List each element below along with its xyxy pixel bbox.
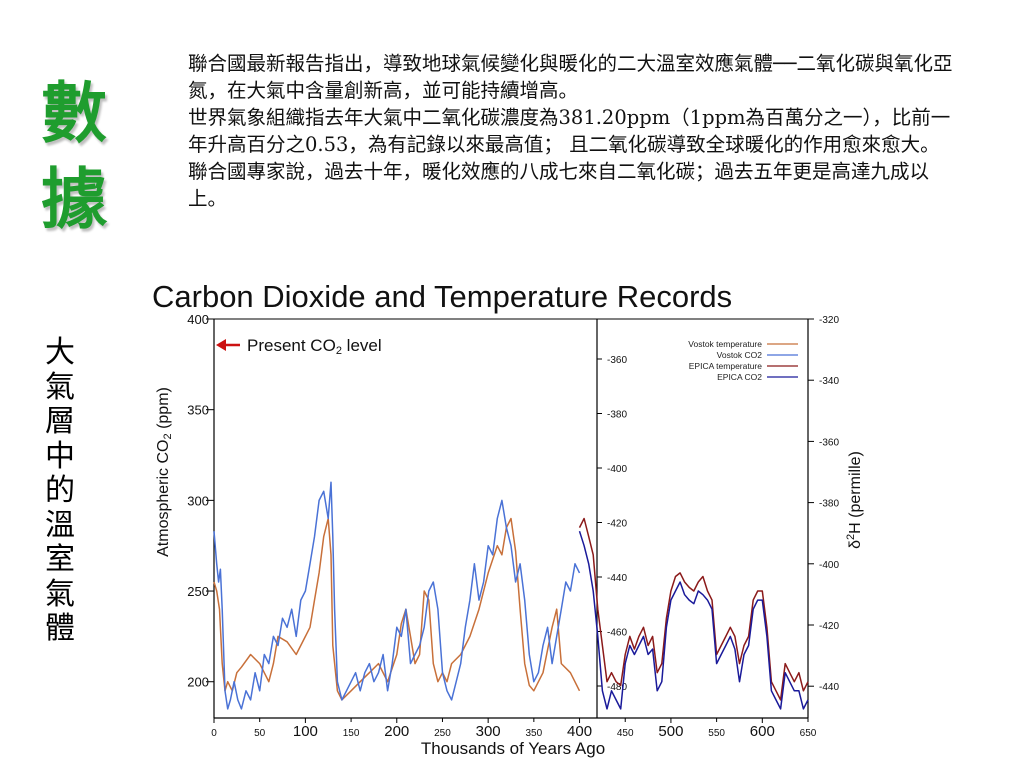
heading-char: 據 (41, 160, 107, 238)
vostok-tick-label: -460 (607, 628, 627, 639)
vostok-tick-label: -400 (607, 464, 627, 475)
side-label-char: 體 (45, 611, 75, 646)
present-co2-annotation: Present CO2 level (216, 336, 382, 357)
legend-label: Vostok temperature (688, 339, 762, 349)
x-minor-tick-label: 150 (343, 728, 360, 739)
y2-axis-label-delta: δ (847, 540, 864, 549)
heading-char: 數 (41, 74, 107, 152)
x-minor-tick-label: 450 (617, 728, 634, 739)
side-label-char: 室 (45, 542, 75, 577)
paragraph-2: 世界氣象組織指去年大氣中二氧化碳濃度為381.20ppm（1ppm為百萬分之一）… (188, 106, 951, 156)
x-tick-label: 0 (211, 728, 217, 739)
vostok-tick-label: -420 (607, 519, 627, 530)
y-axis-label-text: Atmospheric CO (155, 439, 172, 556)
annotation-text-sub: 2 (336, 345, 342, 357)
side-label: 大 氣 層 中 的 溫 室 氣 體 (40, 335, 80, 647)
y-tick-label: 250 (187, 584, 209, 599)
y-tick-label: 400 (187, 312, 209, 327)
x-minor-tick-label: 650 (800, 728, 817, 739)
epica-tick-label: -400 (819, 560, 839, 571)
paragraph-1: 聯合國最新報告指出，導致地球氣候變化與暖化的二大溫室效應氣體──二氧化碳與氧化亞… (188, 52, 953, 102)
x-tick-label: 400 (567, 723, 592, 740)
epica-tick-label: -340 (819, 376, 839, 387)
paragraph-3: 聯合國專家說，過去十年，暖化效應的八成七來自二氧化碳；過去五年更是高達九成以上。 (188, 160, 930, 210)
x-minor-tick-label: 350 (526, 728, 543, 739)
x-tick-label: 600 (750, 723, 775, 740)
legend-label: Vostok CO2 (717, 350, 763, 360)
x-axis-label: Thousands of Years Ago (421, 739, 605, 758)
series-line (578, 530, 809, 710)
x-tick-label: 100 (293, 723, 318, 740)
y2-axis-label: δ2H (permille) (845, 451, 864, 549)
x-tick-label: 300 (476, 723, 501, 740)
side-label-char: 的 (45, 473, 75, 508)
body-text: 聯合國最新報告指出，導致地球氣候變化與暖化的二大溫室效應氣體──二氧化碳與氧化亞… (188, 50, 956, 212)
chart-title: Carbon Dioxide and Temperature Records (152, 279, 732, 314)
vostok-tick-label: -380 (607, 410, 627, 421)
vostok-tick-label: -360 (607, 355, 627, 366)
side-label-char: 氣 (45, 369, 75, 405)
side-label-char: 層 (45, 404, 75, 439)
annotation-arrow-head (216, 339, 226, 351)
vostok-tick-label: -440 (607, 573, 627, 584)
series-line (578, 517, 809, 701)
y-axis-label-sub: 2 (162, 433, 174, 439)
side-label-char: 氣 (45, 576, 75, 612)
legend-label: EPICA CO2 (717, 372, 762, 382)
y-tick-label: 300 (187, 493, 209, 508)
plot-area: 200 250 300 350 400 0 100 200 300 400 500 600 50 150 2… (187, 312, 839, 740)
x-minor-tick-label: 550 (708, 728, 725, 739)
annotation-text-main: Present CO (247, 336, 336, 355)
y2-axis-label-sup: 2 (845, 534, 857, 540)
side-label-char: 溫 (45, 507, 75, 543)
annotation-text-end: level (342, 336, 382, 355)
side-label-char: 大 (45, 335, 75, 370)
epica-tick-label: -380 (819, 499, 839, 510)
annotation-text: Present CO2 level (247, 336, 382, 357)
vostok-tick-label: -480 (607, 682, 627, 693)
y-tick-label: 200 (187, 675, 209, 690)
y-axis-label: Atmospheric CO2 (ppm) (155, 387, 174, 557)
x-minor-tick-label: 250 (434, 728, 451, 739)
x-tick-label: 200 (384, 723, 409, 740)
x-minor-tick-label: 50 (254, 728, 266, 739)
epica-tick-label: -440 (819, 682, 839, 693)
epica-tick-label: -420 (819, 621, 839, 632)
side-label-char: 中 (45, 438, 75, 474)
y-axis-label-unit: (ppm) (155, 387, 172, 433)
series-line (213, 481, 581, 710)
epica-tick-label: -320 (819, 315, 839, 326)
legend-label: EPICA temperature (689, 361, 763, 371)
y2-axis-label-unit: H (permille) (847, 451, 864, 534)
x-tick-label: 500 (658, 723, 683, 740)
y-tick-label: 350 (187, 403, 209, 418)
series-line (213, 517, 581, 701)
heading: 數 據 (28, 70, 120, 242)
epica-tick-label: -360 (819, 437, 839, 448)
